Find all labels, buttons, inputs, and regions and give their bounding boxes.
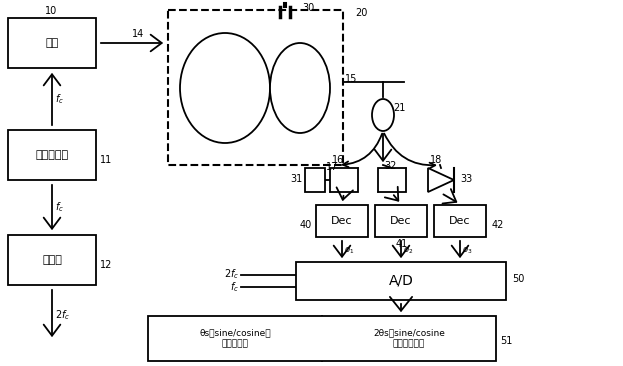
Text: 21: 21: [393, 103, 406, 113]
Text: 32: 32: [384, 161, 396, 171]
Text: $2f_c$: $2f_c$: [224, 268, 239, 281]
Ellipse shape: [372, 99, 394, 131]
Bar: [378, 168, 406, 192]
Text: 42: 42: [492, 220, 505, 230]
Text: 16: 16: [332, 155, 345, 165]
Text: $f_c$: $f_c$: [55, 201, 64, 214]
Text: 12: 12: [100, 260, 112, 270]
Text: $o_3$: $o_3$: [462, 246, 472, 256]
Ellipse shape: [270, 43, 330, 133]
Text: 14: 14: [132, 29, 145, 39]
Text: 41: 41: [396, 239, 408, 249]
Text: 倍频器: 倍频器: [42, 255, 62, 265]
Text: 2θs的sine/cosine
成分解调模块: 2θs的sine/cosine 成分解调模块: [373, 329, 445, 348]
Text: $o_2$: $o_2$: [403, 246, 413, 256]
Text: Dec: Dec: [449, 216, 471, 226]
Polygon shape: [428, 168, 454, 192]
Text: 10: 10: [45, 6, 57, 16]
Bar: [168, 10, 343, 165]
Text: 30: 30: [302, 3, 314, 13]
Bar: [8, 235, 96, 285]
Text: A/D: A/D: [389, 274, 414, 288]
Text: 51: 51: [500, 336, 512, 346]
Ellipse shape: [180, 33, 270, 143]
Bar: [148, 316, 496, 361]
Bar: [330, 168, 358, 192]
Text: 11: 11: [100, 155, 112, 165]
Bar: [316, 205, 368, 237]
Text: 31: 31: [290, 174, 302, 184]
Text: $o_1$: $o_1$: [344, 246, 354, 256]
Text: θs的sine/cosine成
分解调模块: θs的sine/cosine成 分解调模块: [199, 329, 271, 348]
Text: 信号发生器: 信号发生器: [36, 150, 69, 160]
Bar: [434, 205, 486, 237]
Text: 40: 40: [300, 220, 312, 230]
Text: 33: 33: [460, 174, 472, 184]
Text: 15: 15: [345, 74, 358, 84]
Text: 17: 17: [326, 162, 338, 172]
Text: Dec: Dec: [390, 216, 412, 226]
Bar: [305, 168, 325, 192]
Text: 50: 50: [512, 274, 525, 284]
Text: $2f_c$: $2f_c$: [55, 308, 70, 322]
Bar: [8, 130, 96, 180]
Text: 18: 18: [430, 155, 442, 165]
Bar: [296, 262, 506, 300]
Text: Dec: Dec: [331, 216, 353, 226]
Bar: [8, 18, 96, 68]
Text: 20: 20: [355, 8, 368, 18]
Text: 光源: 光源: [45, 38, 59, 48]
Text: $f_c$: $f_c$: [55, 92, 64, 106]
Text: $f_c$: $f_c$: [230, 281, 239, 294]
Bar: [375, 205, 427, 237]
